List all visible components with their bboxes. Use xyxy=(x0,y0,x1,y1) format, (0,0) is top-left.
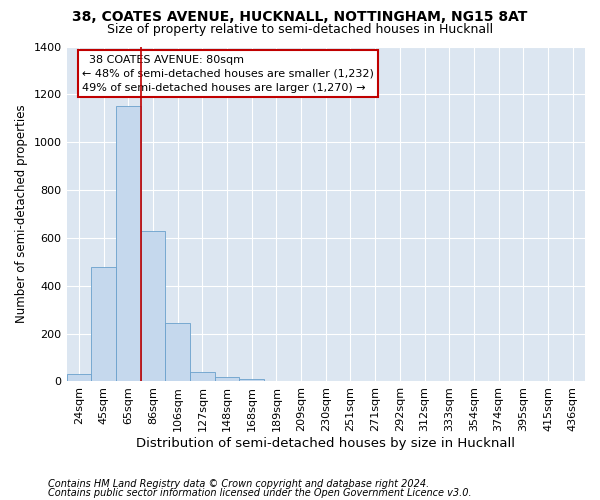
Text: Contains HM Land Registry data © Crown copyright and database right 2024.: Contains HM Land Registry data © Crown c… xyxy=(48,479,429,489)
Bar xyxy=(91,266,116,382)
X-axis label: Distribution of semi-detached houses by size in Hucknall: Distribution of semi-detached houses by … xyxy=(136,437,515,450)
Bar xyxy=(190,372,215,382)
Text: 38, COATES AVENUE, HUCKNALL, NOTTINGHAM, NG15 8AT: 38, COATES AVENUE, HUCKNALL, NOTTINGHAM,… xyxy=(73,10,527,24)
Bar xyxy=(67,374,91,382)
Bar xyxy=(239,378,264,382)
Bar xyxy=(215,377,239,382)
Y-axis label: Number of semi-detached properties: Number of semi-detached properties xyxy=(15,104,28,324)
Bar xyxy=(116,106,140,382)
Text: 38 COATES AVENUE: 80sqm
← 48% of semi-detached houses are smaller (1,232)
49% of: 38 COATES AVENUE: 80sqm ← 48% of semi-de… xyxy=(82,55,374,93)
Bar xyxy=(140,230,165,382)
Text: Size of property relative to semi-detached houses in Hucknall: Size of property relative to semi-detach… xyxy=(107,22,493,36)
Text: Contains public sector information licensed under the Open Government Licence v3: Contains public sector information licen… xyxy=(48,488,472,498)
Bar xyxy=(165,323,190,382)
